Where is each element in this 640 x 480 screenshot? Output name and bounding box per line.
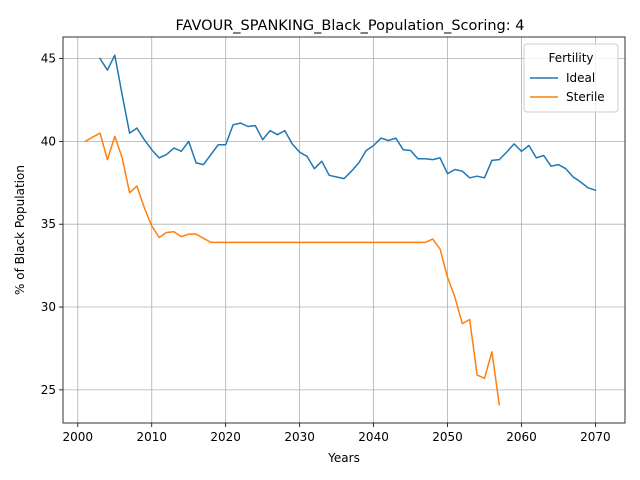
x-axis-ticks: 2000 2010 2020 2030 2040 2050 2060 2070 (63, 423, 611, 444)
series-lines (84, 54, 597, 406)
series-line-ideal (98, 54, 597, 192)
y-tick-label: 40 (41, 134, 56, 148)
plot-frame (62, 36, 626, 424)
x-tick-label: 2020 (210, 430, 241, 444)
legend-box (523, 43, 619, 113)
legend: Fertility Ideal Sterile (523, 43, 619, 113)
x-tick-label: 2030 (284, 430, 315, 444)
x-tick-label: 2010 (136, 430, 167, 444)
y-axis-ticks: 25 30 35 40 45 (41, 52, 63, 397)
legend-title: Fertility (548, 51, 593, 65)
series-line-sterile (84, 132, 501, 406)
y-tick-label: 25 (41, 383, 56, 397)
x-tick-label: 2000 (63, 430, 94, 444)
x-tick-label: 2070 (580, 430, 611, 444)
y-tick-label: 30 (41, 300, 56, 314)
chart-title: FAVOUR_SPANKING_Black_Population_Scoring… (176, 18, 525, 34)
x-tick-label: 2040 (358, 430, 389, 444)
x-tick-label: 2060 (506, 430, 537, 444)
legend-label-sterile: Sterile (566, 90, 605, 104)
x-axis-label: Years (327, 451, 360, 465)
legend-label-ideal: Ideal (566, 71, 595, 85)
y-axis-label: % of Black Population (13, 165, 27, 295)
y-tick-label: 35 (41, 217, 56, 231)
y-tick-label: 45 (41, 52, 56, 66)
x-tick-label: 2050 (432, 430, 463, 444)
